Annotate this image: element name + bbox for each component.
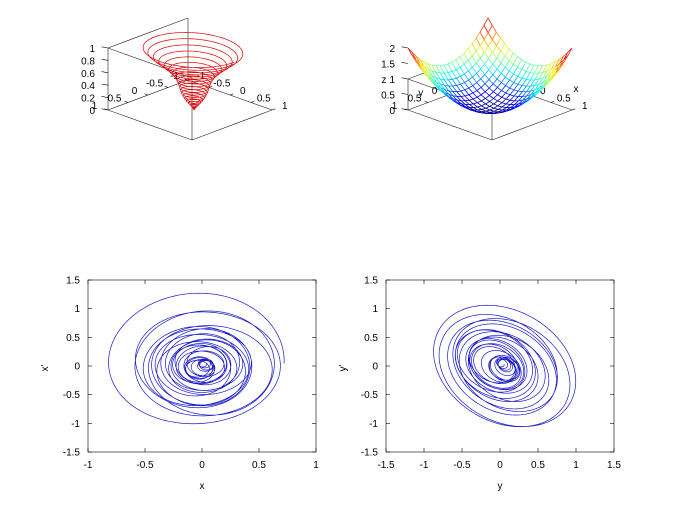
x-tick bbox=[250, 101, 255, 103]
y-tick-label: -1 bbox=[71, 419, 80, 430]
x-axis-label: x bbox=[574, 84, 579, 95]
y-tick-label: 0.5 bbox=[364, 333, 378, 344]
x-tick-label: 0 bbox=[240, 86, 246, 97]
z-tick bbox=[101, 108, 109, 111]
z-tick bbox=[101, 83, 109, 86]
z-tick-label: 0.6 bbox=[81, 69, 95, 80]
x-tick-label: -0.5 bbox=[213, 79, 231, 90]
x-axis-label: x bbox=[200, 481, 205, 492]
y-tick-label: 1 bbox=[74, 304, 80, 315]
y-tick bbox=[424, 101, 429, 103]
x-tick-label: 1.5 bbox=[607, 460, 621, 471]
z-tick-label: 0.2 bbox=[81, 94, 95, 105]
axis-box-edge bbox=[107, 109, 193, 141]
z-tick-label: 0 bbox=[389, 106, 395, 117]
axis-box-edge bbox=[407, 109, 493, 141]
trajectory-line bbox=[433, 304, 577, 428]
y-tick bbox=[124, 101, 129, 103]
axis-box-edge bbox=[107, 17, 189, 49]
surface-cell bbox=[563, 47, 573, 61]
y-tick-label: -1.5 bbox=[63, 448, 81, 459]
x-tick-label: -1.5 bbox=[377, 460, 395, 471]
y-tick-label: -0.5 bbox=[146, 79, 164, 90]
axis-box-edge bbox=[191, 109, 273, 141]
z-tick-label: 0.4 bbox=[81, 81, 95, 92]
z-tick bbox=[401, 62, 409, 64]
y-axis-label: y bbox=[418, 88, 423, 99]
trajectory-line bbox=[108, 292, 285, 425]
y-tick-label: 0.5 bbox=[108, 94, 122, 105]
x-tick-label: -1 bbox=[84, 460, 93, 471]
y-tick-label: -0.5 bbox=[63, 390, 81, 401]
x-tick-label: 0.5 bbox=[252, 460, 266, 471]
z-tick bbox=[101, 58, 109, 61]
x-tick-label: 0 bbox=[540, 86, 546, 97]
panel-phase-x: -1 -0.5 0 0.5 1-1.5-1-0.500.511.5xx' bbox=[40, 276, 319, 493]
x-tick-label: 0.5 bbox=[531, 460, 545, 471]
z-tick-label: 0 bbox=[89, 106, 95, 117]
y-tick-label: 1 bbox=[392, 101, 398, 112]
plot-frame bbox=[87, 279, 317, 453]
x-tick-label: 1 bbox=[282, 101, 288, 112]
y-tick-label: -0.5 bbox=[361, 390, 379, 401]
x-tick-label: 1 bbox=[313, 460, 319, 471]
x-tick-label: 0.5 bbox=[557, 94, 571, 105]
z-tick-label: 0.8 bbox=[81, 56, 95, 67]
z-tick bbox=[101, 96, 109, 98]
x-tick-label: 0.5 bbox=[257, 94, 271, 105]
y-tick-label: 0.5 bbox=[408, 94, 422, 105]
z-tick-label: 1 bbox=[89, 44, 95, 55]
z-tick bbox=[401, 108, 409, 111]
y-tick-label: 1 bbox=[372, 304, 378, 315]
y-tick bbox=[164, 86, 169, 88]
z-tick-label: 0.5 bbox=[381, 91, 395, 102]
z-tick bbox=[101, 71, 109, 74]
z-tick bbox=[101, 46, 109, 49]
z-tick bbox=[401, 93, 409, 95]
z-tick bbox=[401, 77, 409, 80]
y-tick bbox=[144, 93, 149, 96]
y-tick-label: -1 bbox=[369, 419, 378, 430]
y-tick-label: 0 bbox=[372, 362, 378, 373]
x-tick-label: 0 bbox=[199, 460, 205, 471]
x-tick-label: -1 bbox=[420, 460, 429, 471]
x-tick bbox=[550, 101, 555, 103]
x-tick-label: 0 bbox=[497, 460, 503, 471]
y-tick-label: 1.5 bbox=[66, 276, 80, 287]
axis-box-edge bbox=[491, 109, 573, 141]
y-tick-label: 1.5 bbox=[364, 276, 378, 287]
y-tick-label: 0 bbox=[74, 362, 80, 373]
y-axis-label: y' bbox=[338, 364, 349, 371]
x-tick bbox=[271, 108, 276, 111]
x-tick bbox=[571, 108, 576, 111]
x-tick-label: -0.5 bbox=[136, 460, 154, 471]
x-tick-label: -0.5 bbox=[453, 460, 471, 471]
z-tick-label: 1 bbox=[389, 75, 395, 86]
y-tick-label: 0.5 bbox=[66, 333, 80, 344]
y-tick-label: 1 bbox=[92, 101, 98, 112]
y-tick-label: 0 bbox=[432, 86, 438, 97]
y-tick-label: 0 bbox=[132, 86, 138, 97]
y-tick-label: -1.5 bbox=[361, 448, 379, 459]
x-tick-label: 1 bbox=[582, 101, 588, 112]
y-axis-label: x' bbox=[40, 364, 51, 371]
z-tick-label: 1.5 bbox=[381, 60, 395, 71]
z-axis-label: z bbox=[382, 75, 387, 86]
x-tick-label: 1 bbox=[573, 460, 579, 471]
panel-phase-y: -1.5 -1 -0.5 0 0.5 1 1.5 -1.5 -1 -0.5 0 0.5 1 1.5 y y' bbox=[338, 276, 621, 493]
spiral-line bbox=[142, 32, 244, 111]
x-axis-label: y bbox=[498, 481, 503, 492]
x-tick bbox=[229, 93, 234, 96]
z-tick bbox=[401, 46, 409, 49]
z-tick-label: 2 bbox=[389, 44, 395, 55]
plot-frame bbox=[385, 279, 615, 453]
